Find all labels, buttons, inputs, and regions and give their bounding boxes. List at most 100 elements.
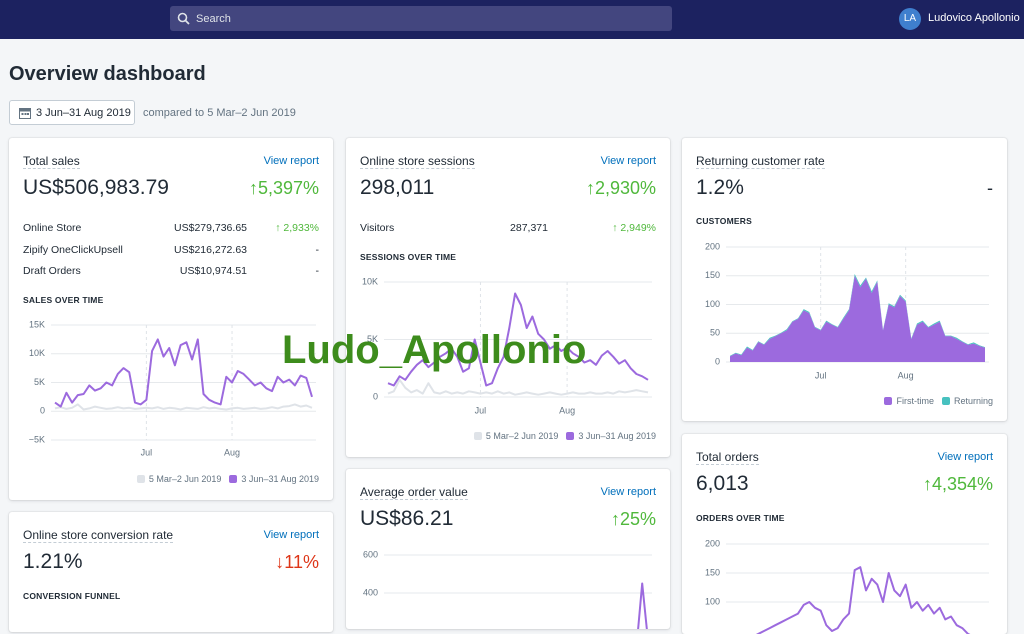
card: 0 5K 10K Jul Aug Online store sessions View re… [346, 138, 670, 457]
y-tick-label: 50 [710, 328, 720, 338]
metric-value: 1.2% [696, 176, 744, 199]
y-tick-label: 600 [363, 549, 378, 559]
y-tick-label: 0 [715, 356, 720, 366]
view-report-link[interactable]: View report [263, 155, 319, 167]
card: 100 150 200 Total orders View report 6,013 ↑4,… [682, 434, 1007, 634]
legend: 5 Mar–2 Jun 2019 3 Jun–31 Aug 2019 [473, 431, 656, 441]
row-value: US$279,736.65 [174, 222, 247, 234]
card: 0 50 100 150 200 Jul Aug Returning customer rat… [682, 138, 1007, 421]
legend-item[interactable]: 5 Mar–2 Jun 2019 [473, 431, 558, 441]
row-label: Zipify OneClickUpsell [23, 243, 123, 256]
line [755, 566, 971, 634]
legend-swatch [136, 475, 145, 483]
search-placeholder: Search [196, 13, 231, 25]
y-tick-label: 0 [40, 406, 45, 416]
x-tick-label: Aug [898, 370, 914, 380]
x-tick-label: Jul [475, 405, 487, 415]
card-chart: 400 600 [363, 549, 652, 629]
legend-swatch [229, 475, 238, 483]
user-name[interactable]: Ludovico Apollonio [928, 12, 1020, 24]
x-tick-label: Aug [559, 405, 575, 415]
legend-label: 3 Jun–31 Aug 2019 [578, 431, 656, 441]
legend-swatch [941, 397, 950, 405]
chart-title: SESSIONS OVER TIME [360, 252, 457, 262]
row-value: US$216,272.63 [174, 243, 247, 256]
metric-value: 1.21% [23, 550, 83, 573]
search-box[interactable]: Search [170, 6, 672, 31]
watermark: Ludo_Apollonio [282, 328, 587, 372]
search-icon [177, 12, 190, 25]
card-chart: −5K 0 5K 10K 15K Jul Aug [29, 319, 316, 457]
card-title: Online store conversion rate [23, 528, 174, 543]
x-tick-label: Jul [815, 370, 827, 380]
card-chart: 0 5K 10K Jul Aug [362, 276, 652, 415]
legend-item[interactable]: 3 Jun–31 Aug 2019 [566, 431, 656, 441]
metric-change: - [987, 178, 993, 198]
card: Online store conversion rate View report 1… [9, 512, 333, 632]
legend-item[interactable]: First-time [884, 396, 934, 406]
row-value: 287,371 [510, 222, 548, 234]
metric-change: ↓11% [275, 552, 319, 572]
y-tick-label: 10K [362, 276, 378, 286]
view-report-link[interactable]: View report [937, 451, 993, 463]
avatar[interactable]: LA [899, 8, 921, 30]
y-tick-label: 15K [29, 319, 45, 329]
legend-label: First-time [896, 396, 934, 406]
y-tick-label: 0 [373, 391, 378, 401]
metric-change: ↑5,397% [248, 178, 319, 198]
area [730, 275, 985, 362]
legend-swatch [884, 397, 893, 405]
row-change: ↑ 2,933% [275, 222, 319, 234]
legend-item[interactable]: Returning [941, 396, 993, 406]
section-title: CONVERSION FUNNEL [23, 591, 121, 601]
y-tick-label: 5K [367, 334, 378, 344]
view-report-link[interactable]: View report [600, 155, 656, 167]
line [387, 292, 649, 387]
compared-text: compared to 5 Mar–2 Jun 2019 [143, 107, 296, 119]
line [54, 338, 313, 408]
chart-title: SALES OVER TIME [23, 295, 104, 305]
date-picker[interactable]: 3 Jun–31 Aug 2019 [9, 100, 135, 125]
card-title: Online store sessions [360, 154, 475, 169]
x-tick-label: Jul [141, 447, 153, 457]
legend-swatch [566, 432, 575, 440]
x-tick-label: Aug [224, 447, 240, 457]
date-range: 3 Jun–31 Aug 2019 [36, 107, 131, 119]
metric-change: ↑4,354% [922, 474, 993, 494]
card-title: Total orders [696, 450, 759, 465]
metric-value: 298,011 [360, 176, 435, 199]
y-tick-label: 200 [705, 538, 720, 548]
metric-value: US$506,983.79 [23, 176, 169, 199]
row-label: Visitors [360, 222, 395, 234]
row-change: - [315, 265, 320, 277]
top-bar: Search LA Ludovico Apollonio [0, 0, 1024, 39]
legend-swatch [473, 432, 482, 440]
metric-change: ↑25% [610, 509, 656, 529]
legend-item[interactable]: 3 Jun–31 Aug 2019 [229, 474, 319, 484]
line [637, 582, 648, 629]
legend-item[interactable]: 5 Mar–2 Jun 2019 [136, 474, 222, 484]
y-tick-label: 100 [705, 299, 720, 309]
y-tick-label: 200 [705, 241, 720, 251]
calendar-icon [19, 108, 31, 119]
legend-label: 5 Mar–2 Jun 2019 [148, 474, 222, 484]
card-title: Returning customer rate [696, 154, 825, 169]
view-report-link[interactable]: View report [263, 529, 319, 541]
metric-change: ↑2,930% [585, 178, 656, 198]
card: −5K 0 5K 10K 15K Jul Aug Total sales View report… [9, 138, 333, 500]
row-label: Online Store [23, 222, 82, 234]
view-report-link[interactable]: View report [600, 486, 656, 498]
metric-value: US$86.21 [360, 507, 454, 530]
y-tick-label: 100 [705, 596, 720, 606]
y-tick-label: 5K [34, 377, 45, 387]
legend-label: 3 Jun–31 Aug 2019 [241, 474, 319, 484]
chart-title: CUSTOMERS [696, 216, 752, 226]
page-title: Overview dashboard [9, 63, 206, 85]
line [54, 403, 313, 411]
card-title: Total sales [23, 154, 80, 169]
y-tick-label: −5K [29, 434, 45, 444]
row-change: - [315, 243, 320, 256]
line [387, 378, 649, 396]
card-chart: 0 50 100 150 200 Jul Aug [705, 241, 989, 380]
